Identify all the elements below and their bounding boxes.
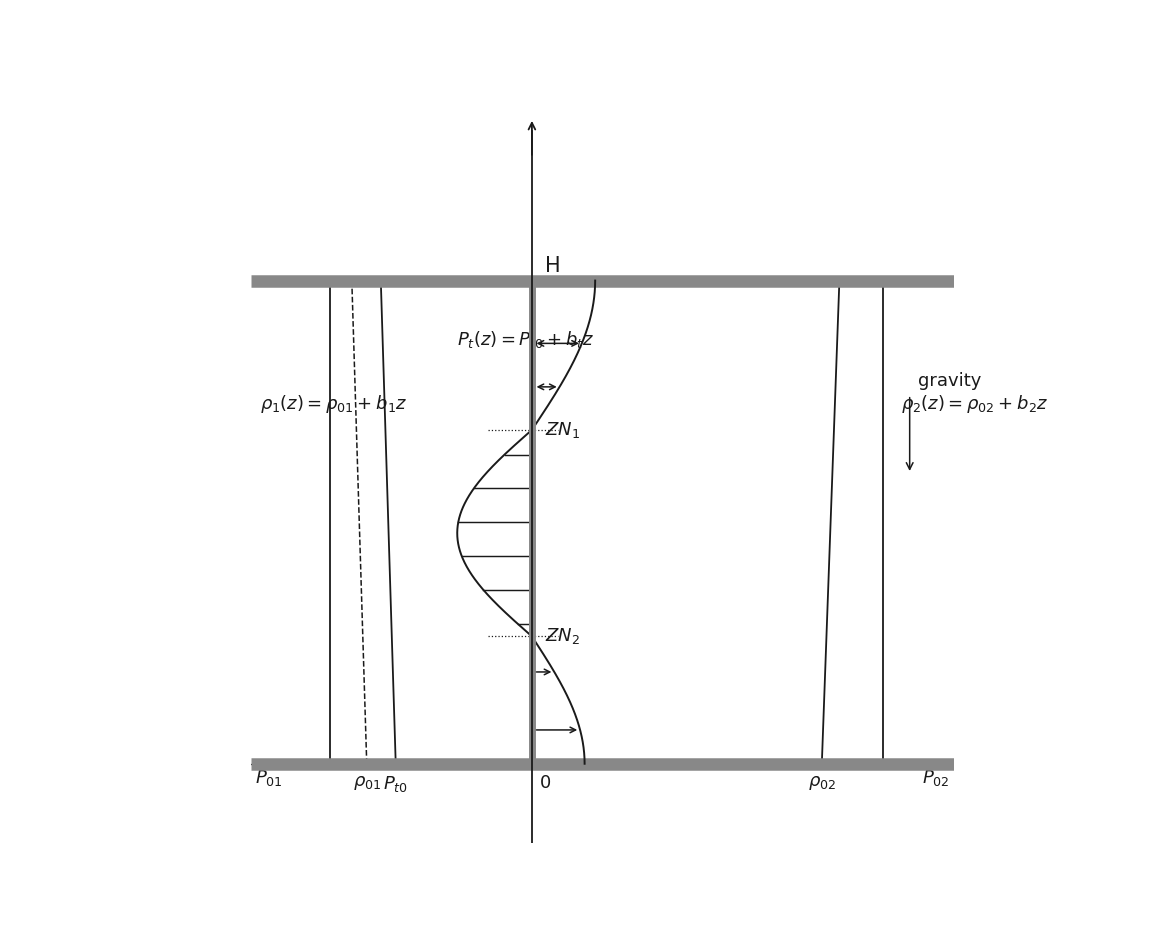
Text: $P_{02}$: $P_{02}$ (921, 768, 949, 788)
Text: $\rho_2(z)=\rho_{02} + b_2z$: $\rho_2(z)=\rho_{02} + b_2z$ (901, 393, 1048, 415)
Text: $ZN_2$: $ZN_2$ (545, 626, 580, 647)
Text: $P_t(z)=P_{t0} + b_tz$: $P_t(z)=P_{t0} + b_tz$ (457, 329, 595, 349)
Text: $P_{t0}$: $P_{t0}$ (383, 775, 408, 795)
Text: H: H (545, 257, 560, 277)
Text: $\rho_{01}$: $\rho_{01}$ (352, 775, 381, 793)
Text: $ZN_1$: $ZN_1$ (545, 420, 580, 440)
Text: $P_{01}$: $P_{01}$ (255, 768, 283, 788)
Text: $\rho_{02}$: $\rho_{02}$ (807, 775, 835, 793)
Text: $\rho_1(z)=\rho_{01} + b_1z$: $\rho_1(z)=\rho_{01} + b_1z$ (260, 393, 407, 415)
Text: $0$: $0$ (539, 775, 551, 793)
Text: gravity: gravity (919, 372, 982, 390)
